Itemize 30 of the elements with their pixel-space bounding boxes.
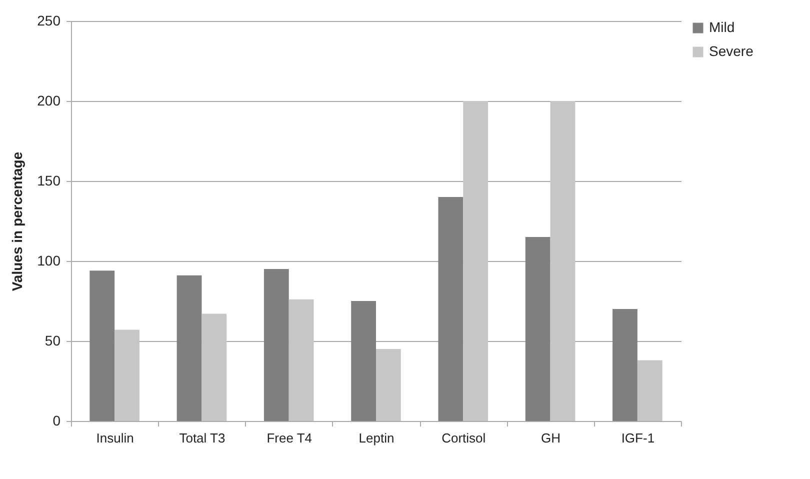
y-tick-label: 0 <box>52 412 61 428</box>
bar <box>550 101 576 421</box>
x-tick-label: Free T4 <box>266 430 312 446</box>
bar <box>525 237 550 421</box>
y-tick-label: 100 <box>37 252 61 268</box>
legend-label: Mild <box>709 19 735 35</box>
x-tick-label: Leptin <box>358 430 394 446</box>
x-tick-label: IGF-1 <box>621 430 655 446</box>
bar <box>288 299 314 421</box>
y-tick-label: 200 <box>37 92 61 108</box>
legend-label: Severe <box>709 43 754 59</box>
bar <box>264 269 289 421</box>
x-tick-label: GH <box>541 430 561 446</box>
x-tick-label: Total T3 <box>179 430 226 446</box>
bar <box>637 360 662 421</box>
bar <box>114 330 140 421</box>
bar <box>90 270 115 421</box>
bar <box>463 101 488 421</box>
bar <box>202 314 227 421</box>
bar <box>351 301 376 421</box>
y-tick-label: 250 <box>37 12 61 28</box>
y-axis-title: Values in percentage <box>9 152 26 292</box>
bar <box>612 309 638 421</box>
y-tick-label: 50 <box>44 332 61 348</box>
bar <box>438 197 464 421</box>
x-tick-label: Insulin <box>96 430 134 446</box>
bar <box>376 349 401 421</box>
bar <box>176 275 202 421</box>
y-tick-label: 150 <box>37 172 61 188</box>
x-tick-label: Cortisol <box>442 430 486 446</box>
